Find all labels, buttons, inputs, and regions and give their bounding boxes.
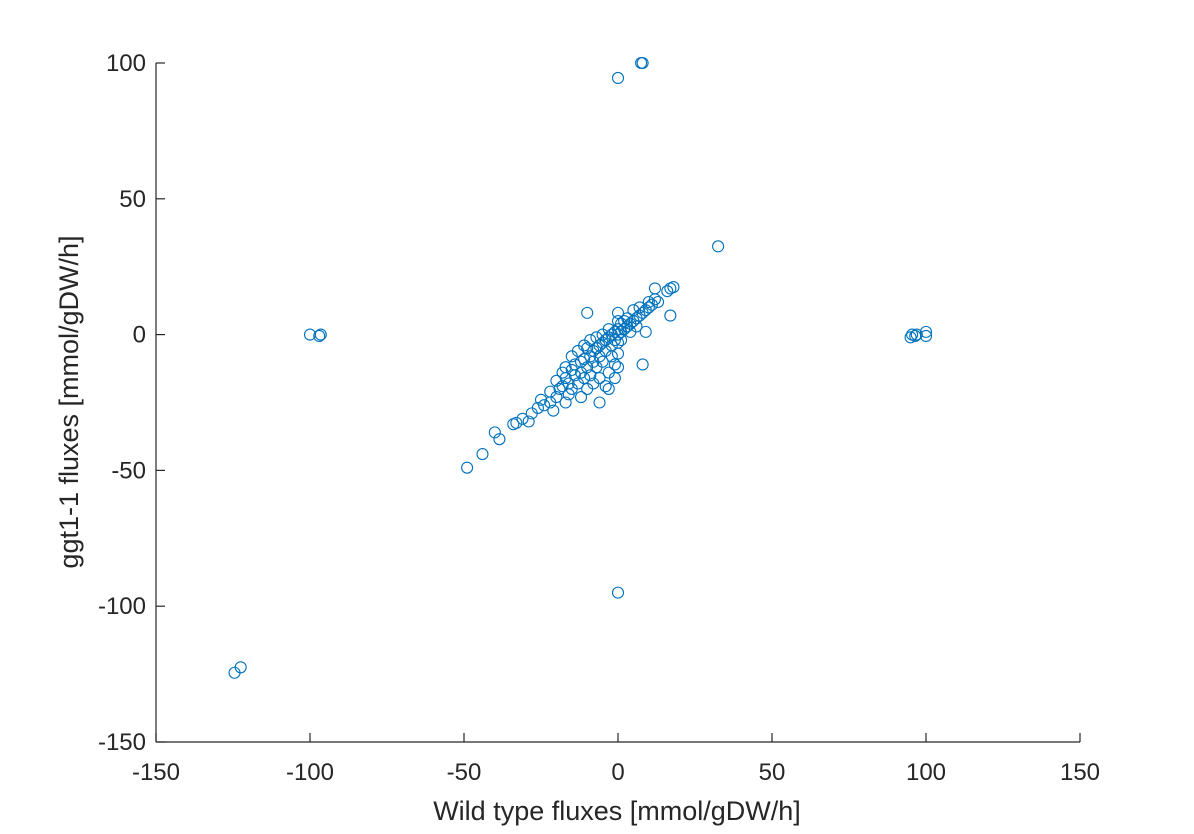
- data-point: [599, 380, 612, 393]
- y-tick-label: 50: [119, 186, 146, 213]
- data-point: [642, 301, 655, 314]
- data-point: [630, 320, 643, 333]
- data-point: [593, 396, 606, 409]
- x-tick-label: -50: [447, 759, 482, 786]
- data-point: [919, 325, 933, 338]
- data-point: [461, 461, 474, 474]
- data-point: [904, 331, 917, 344]
- data-point: [584, 333, 597, 347]
- data-point: [522, 415, 535, 428]
- data-point: [615, 333, 628, 347]
- data-point: [605, 350, 618, 363]
- data-point: [568, 358, 581, 371]
- data-points: [228, 56, 933, 679]
- data-point: [493, 433, 506, 446]
- data-point: [559, 396, 572, 409]
- x-tick-label: -100: [286, 759, 334, 786]
- data-point: [596, 355, 609, 368]
- data-point: [611, 586, 625, 599]
- data-point: [664, 309, 677, 322]
- y-tick-label: 0: [133, 322, 146, 349]
- y-axis-label: ggt1-1 fluxes [mmol/gDW/h]: [54, 235, 84, 568]
- data-point: [234, 661, 247, 674]
- data-point: [919, 329, 933, 343]
- data-point: [667, 281, 680, 294]
- y-tick-label: -50: [111, 457, 146, 484]
- data-point: [584, 369, 597, 382]
- data-point: [314, 328, 327, 341]
- data-point: [611, 347, 625, 360]
- data-point: [547, 404, 560, 417]
- data-point: [651, 295, 665, 309]
- data-point: [476, 448, 489, 461]
- data-point: [516, 412, 529, 425]
- data-point: [488, 426, 501, 439]
- data-point: [608, 325, 621, 338]
- data-point: [636, 358, 649, 371]
- data-point: [712, 240, 725, 253]
- data-point: [553, 382, 566, 395]
- data-point: [608, 372, 621, 385]
- axes: -150 -100 -50 0 50 100 150 100 50 0 -50 -100 -150: [98, 50, 1100, 786]
- data-point: [574, 391, 588, 404]
- data-point: [510, 416, 523, 429]
- x-tick-label: 50: [759, 759, 786, 786]
- data-point: [559, 361, 572, 374]
- data-point: [910, 328, 923, 341]
- data-point: [642, 295, 655, 309]
- data-point: [661, 285, 674, 298]
- data-point: [611, 306, 625, 319]
- x-axis-label: Wild type fluxes [mmol/gDW/h]: [433, 796, 801, 826]
- data-point: [602, 382, 615, 395]
- data-point: [608, 358, 621, 371]
- x-tick-label: 0: [611, 759, 624, 786]
- data-point: [538, 399, 551, 412]
- data-point: [313, 329, 326, 343]
- data-point: [648, 282, 662, 295]
- data-point: [611, 361, 625, 374]
- data-point: [611, 71, 625, 84]
- y-tick-label: -150: [98, 729, 146, 756]
- y-tick-label: 100: [106, 50, 146, 77]
- data-point: [578, 352, 591, 366]
- y-tick-label: -100: [98, 593, 146, 620]
- x-tick-label: 150: [1060, 759, 1100, 786]
- data-point: [550, 391, 563, 404]
- data-point: [593, 372, 606, 385]
- data-point: [531, 401, 544, 414]
- data-point: [636, 56, 649, 70]
- data-point: [581, 306, 594, 319]
- data-point: [639, 325, 652, 338]
- data-point: [611, 314, 625, 328]
- data-point: [578, 372, 591, 385]
- x-tick-label: 100: [906, 759, 946, 786]
- x-tick-label: -150: [132, 759, 180, 786]
- data-point: [556, 380, 569, 393]
- data-point: [581, 342, 594, 355]
